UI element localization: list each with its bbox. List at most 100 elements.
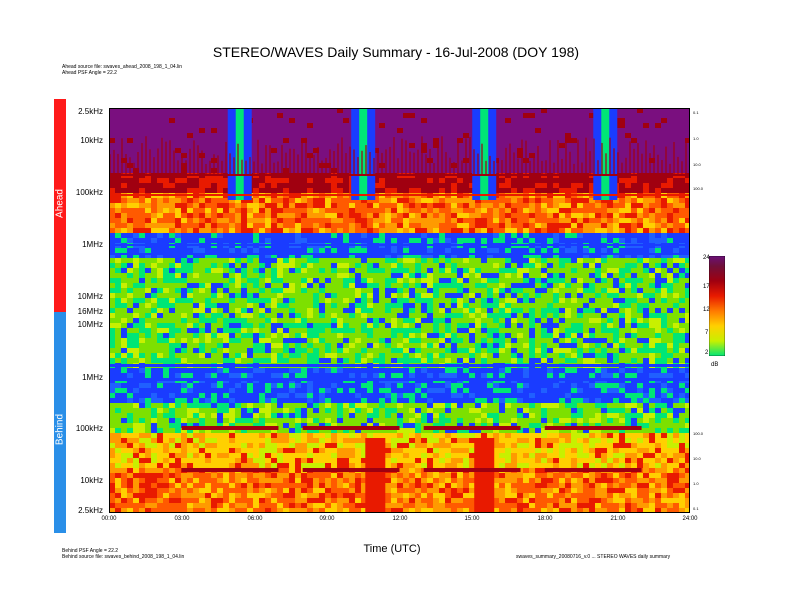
spectrogram-cell bbox=[313, 158, 319, 163]
spectrogram-cell bbox=[565, 163, 571, 168]
spectrogram-cell bbox=[535, 218, 541, 223]
spectrogram-cell bbox=[445, 113, 451, 118]
spectrogram-cell bbox=[193, 278, 199, 283]
spectrogram-cell bbox=[157, 148, 163, 153]
spectrogram-cell bbox=[487, 298, 493, 303]
spectrogram-cell bbox=[211, 213, 217, 218]
spectrogram-cell bbox=[223, 318, 229, 323]
spectrogram-cell bbox=[685, 138, 690, 143]
spectrogram-cell bbox=[457, 233, 463, 238]
spectrogram-cell bbox=[127, 308, 133, 313]
spectrogram-cell bbox=[673, 338, 679, 343]
spectrogram-cell bbox=[385, 268, 391, 273]
spectrogram-cell bbox=[331, 253, 337, 258]
spectrogram-cell bbox=[655, 183, 661, 188]
spectrogram-cell bbox=[469, 203, 475, 208]
spectrogram-cell bbox=[331, 288, 337, 293]
spectrogram-cell bbox=[217, 318, 223, 323]
spectrogram-cell bbox=[427, 228, 433, 233]
spectrogram-cell bbox=[373, 208, 379, 213]
spectrogram-cell bbox=[649, 283, 655, 288]
spectrogram-cell bbox=[373, 148, 379, 153]
spectrogram-cell bbox=[673, 313, 679, 318]
spectrogram-cell bbox=[451, 348, 457, 353]
spectrogram-cell bbox=[205, 213, 211, 218]
spectrogram-cell bbox=[439, 333, 445, 338]
spectrogram-cell bbox=[343, 238, 349, 243]
spectrogram-cell bbox=[475, 203, 481, 208]
spectrogram-cell bbox=[559, 313, 565, 318]
spectrogram-cell bbox=[493, 263, 499, 268]
spectrogram-cell bbox=[307, 353, 313, 358]
spectrogram-cell bbox=[307, 248, 313, 253]
spectrogram-cell bbox=[403, 263, 409, 268]
spectrogram-cell bbox=[619, 143, 625, 148]
spectrogram-cell bbox=[661, 248, 667, 253]
spectrogram-cell bbox=[643, 123, 649, 128]
spectrogram-cell bbox=[463, 358, 469, 363]
spectrogram-cell bbox=[517, 323, 523, 328]
spectrogram-cell bbox=[451, 188, 457, 193]
spectrogram-cell bbox=[577, 253, 583, 258]
spectrogram-cell bbox=[319, 353, 325, 358]
spectrogram-cell bbox=[589, 113, 595, 118]
spectrogram-cell bbox=[529, 248, 535, 253]
spectrogram-cell bbox=[289, 183, 295, 188]
spectrogram-cell bbox=[403, 238, 409, 243]
spectrogram-cell bbox=[313, 298, 319, 303]
spectrogram-cell bbox=[529, 143, 535, 148]
spectrogram-cell bbox=[361, 333, 367, 338]
spectrogram-cell bbox=[175, 138, 181, 143]
spectrogram-cell bbox=[583, 128, 589, 133]
spectrogram-cell bbox=[625, 108, 631, 113]
spectrogram-cell bbox=[337, 233, 343, 238]
spectrogram-cell bbox=[451, 328, 457, 333]
spectrogram-cell bbox=[667, 128, 673, 133]
spectrogram-cell bbox=[583, 263, 589, 268]
spectrogram-cell bbox=[157, 163, 163, 168]
spectrogram-cell bbox=[127, 218, 133, 223]
spectrogram-cell bbox=[343, 188, 349, 193]
spectrogram-cell bbox=[487, 213, 493, 218]
spectrogram-cell bbox=[121, 208, 127, 213]
spectrogram-cell bbox=[211, 258, 217, 263]
spectrogram-cell bbox=[607, 353, 613, 358]
spectrogram-cell bbox=[199, 283, 205, 288]
spectrogram-cell bbox=[211, 263, 217, 268]
spectrogram-cell bbox=[277, 328, 283, 333]
spectrogram-cell bbox=[505, 328, 511, 333]
spectrogram-cell bbox=[289, 108, 295, 113]
spectrogram-cell bbox=[115, 258, 121, 263]
spectrogram-cell bbox=[565, 258, 571, 263]
spectrogram-cell bbox=[145, 128, 151, 133]
spectrogram-cell bbox=[631, 293, 637, 298]
spectrogram-cell bbox=[637, 113, 643, 118]
spectrogram-cell bbox=[409, 298, 415, 303]
spectrogram-cell bbox=[427, 123, 433, 128]
spectrogram-cell bbox=[265, 163, 271, 168]
spectrogram-cell bbox=[115, 188, 121, 193]
spectrogram-cell bbox=[583, 268, 589, 273]
spectrogram-cell bbox=[601, 208, 607, 213]
spectrogram-cell bbox=[127, 123, 133, 128]
spectrogram-cell bbox=[421, 328, 427, 333]
spectrogram-cell bbox=[619, 323, 625, 328]
spectrogram-cell bbox=[355, 213, 361, 218]
spectrogram-cell bbox=[349, 318, 355, 323]
spectrogram-cell bbox=[223, 113, 229, 118]
spectrogram-cell bbox=[487, 228, 493, 233]
spectrogram-cell bbox=[241, 313, 247, 318]
spectrogram-cell bbox=[277, 273, 283, 278]
spectrogram-cell bbox=[421, 333, 427, 338]
spectrogram-cell bbox=[607, 258, 613, 263]
spectrogram-cell bbox=[529, 178, 535, 183]
spectrogram-cell bbox=[133, 343, 139, 348]
spectrogram-cell bbox=[289, 323, 295, 328]
y-tick-ahead-0: 2.5kHz bbox=[78, 107, 103, 116]
spectrogram-cell bbox=[565, 208, 571, 213]
spectrogram-cell bbox=[415, 223, 421, 228]
spectrogram-cell bbox=[553, 208, 559, 213]
spectrogram-cell bbox=[175, 183, 181, 188]
spectrogram-cell bbox=[205, 183, 211, 188]
spectrogram-cell bbox=[181, 258, 187, 263]
